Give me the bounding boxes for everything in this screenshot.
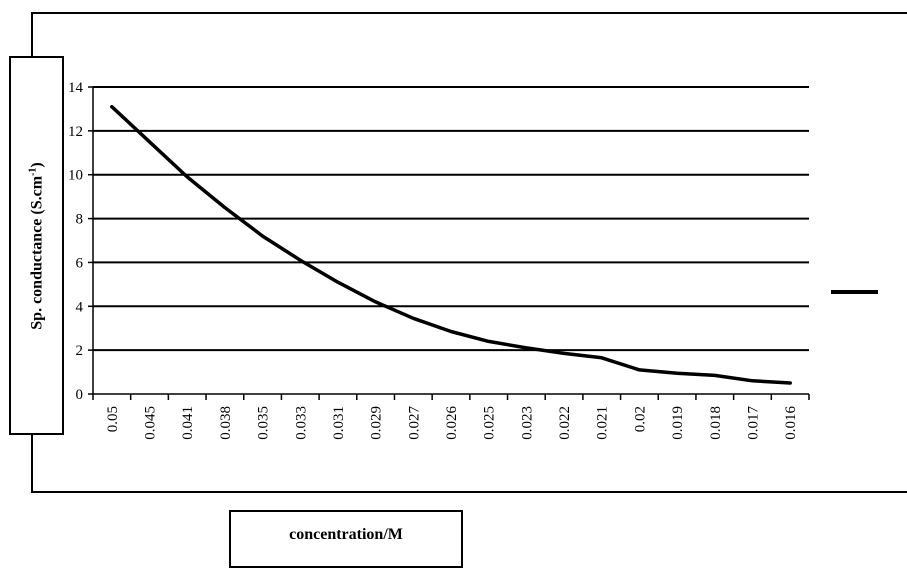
- x-tick-label: 0.025: [482, 406, 498, 440]
- y-tick-label: 8: [76, 212, 84, 228]
- y-tick-label: 0: [76, 387, 84, 403]
- gridlines: [93, 87, 809, 350]
- y-axis-title-sup: -1: [27, 167, 38, 175]
- x-tick-label: 0.027: [406, 406, 422, 440]
- x-tick-label: 0.041: [180, 406, 196, 440]
- x-tick-label: 0.026: [444, 406, 460, 440]
- series-layer: [112, 107, 790, 383]
- x-tick-label: 0.038: [218, 406, 234, 440]
- x-tick-label: 0.029: [369, 406, 385, 440]
- y-tick-label: 4: [76, 299, 84, 315]
- x-tick-label: 0.019: [670, 406, 686, 440]
- x-tick-label: 0.02: [632, 406, 648, 432]
- x-axis-title-box: concentration/M: [229, 510, 463, 568]
- y-tick-label: 6: [76, 255, 84, 271]
- x-tick-label: 0.022: [557, 406, 573, 440]
- x-axis-title: concentration/M: [231, 526, 461, 544]
- x-tick-label: 0.033: [293, 406, 309, 440]
- x-tick-label: 0.018: [708, 406, 724, 440]
- y-tick-label: 10: [68, 168, 83, 184]
- y-axis-title: Sp. conductance (S.cm-1): [27, 162, 46, 329]
- y-tick-label: 12: [68, 124, 83, 140]
- x-tick-label: 0.023: [519, 406, 535, 440]
- axes: 0 2 4 6 8 10 12 14 0.05 0.045 0.041 0.038 0.035 0.033…: [68, 80, 809, 440]
- y-tick-label: 2: [76, 343, 84, 359]
- x-tick-label: 0.021: [595, 406, 611, 440]
- x-tick-label: 0.016: [783, 406, 799, 440]
- x-tick-label: 0.017: [745, 406, 761, 440]
- x-tick-label: 0.031: [331, 406, 347, 440]
- x-tick-label: 0.05: [105, 406, 121, 432]
- y-tick-label: 14: [68, 80, 84, 96]
- y-axis-title-main: Sp. conductance (S.cm: [28, 175, 45, 329]
- y-axis-title-box: Sp. conductance (S.cm-1): [9, 56, 64, 435]
- y-axis-title-tail: ): [28, 162, 45, 167]
- series-line: [112, 107, 790, 383]
- x-tick-label: 0.045: [143, 406, 159, 440]
- x-tick-label: 0.035: [256, 406, 272, 440]
